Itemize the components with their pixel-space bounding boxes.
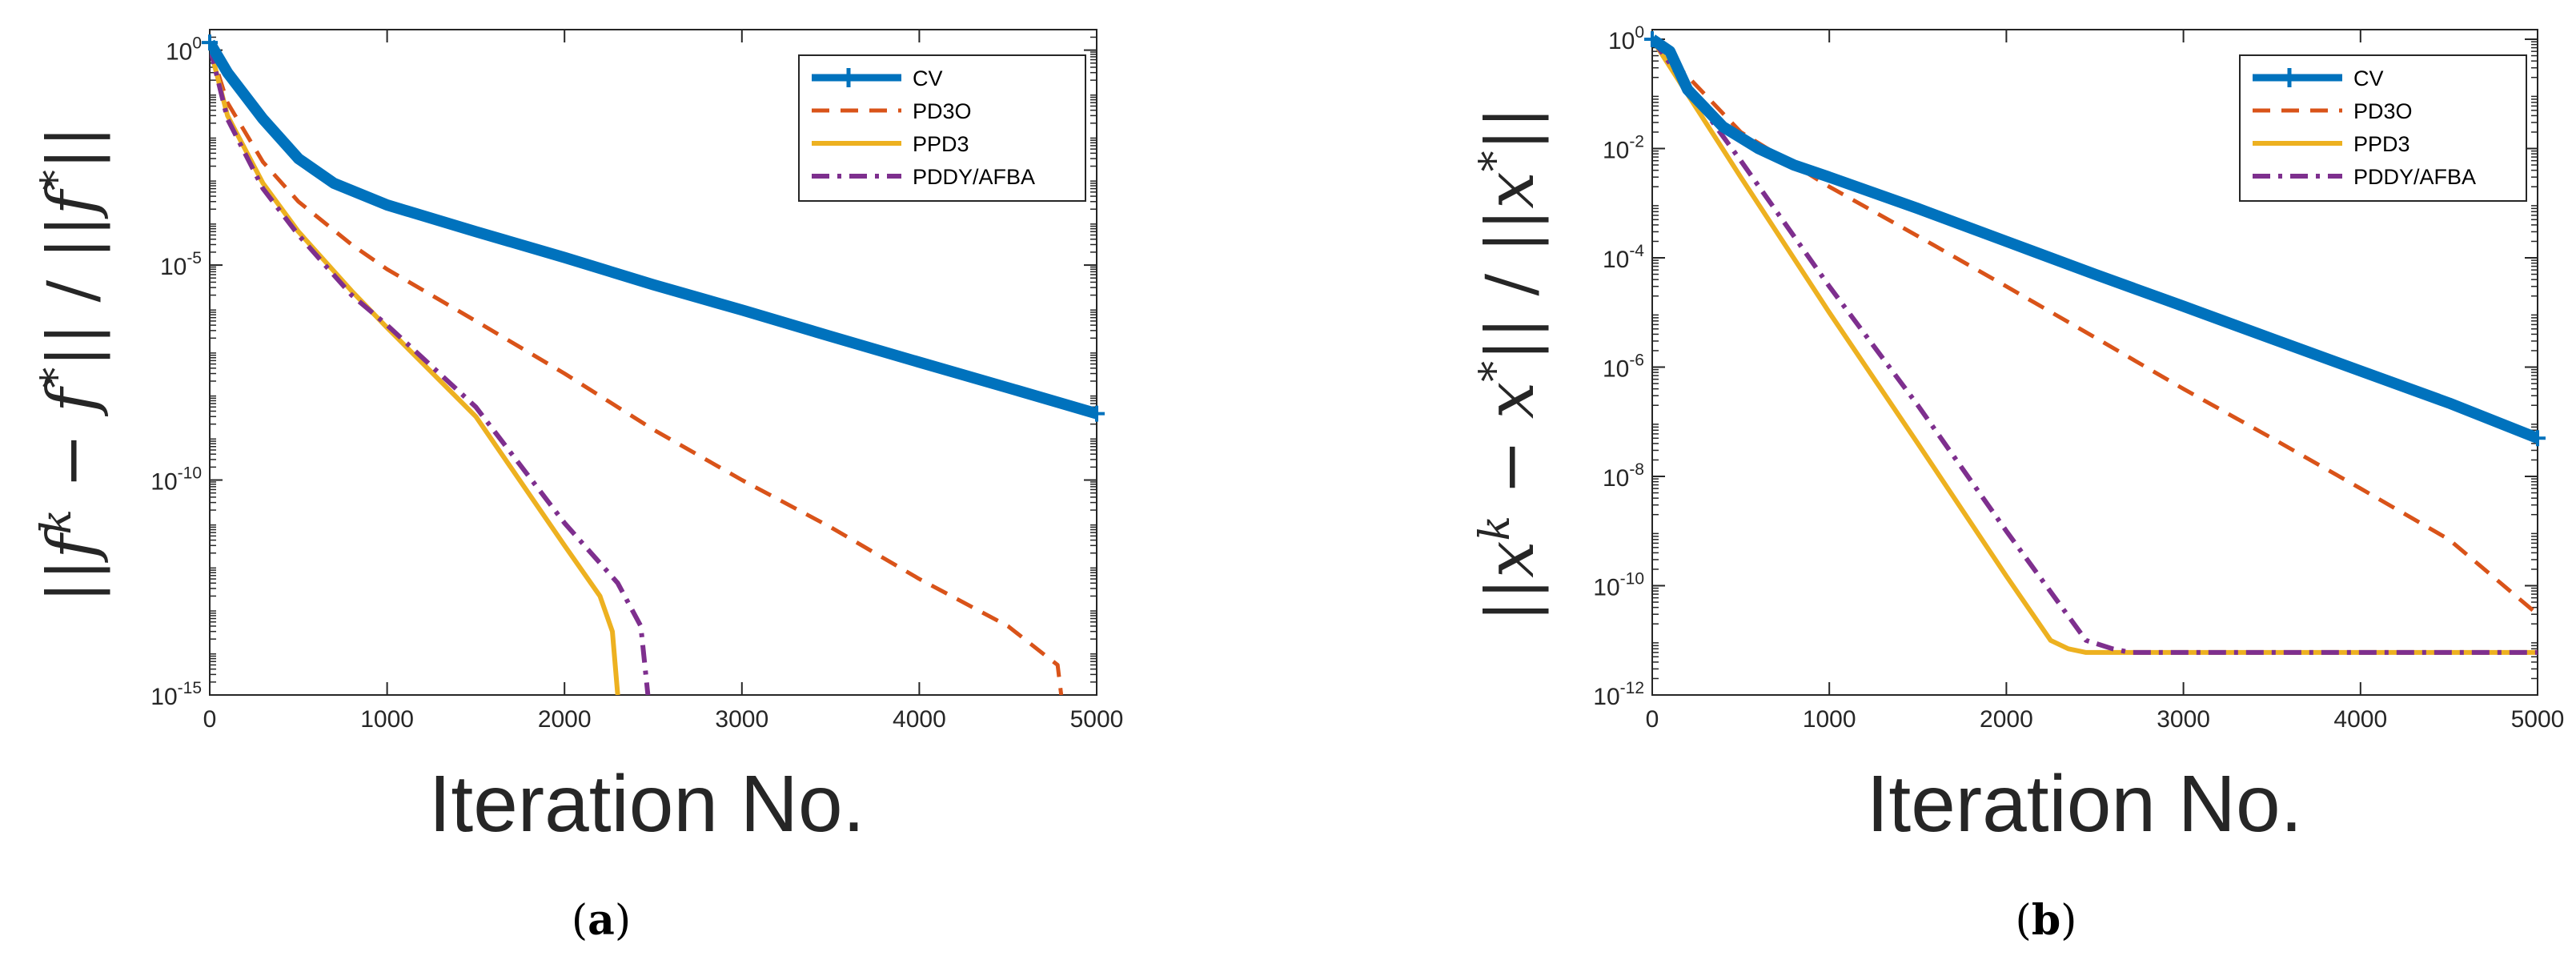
series-line-cv xyxy=(210,39,1097,420)
x-axis-label-b: Iteration No. xyxy=(1867,759,2303,849)
series-line-cv xyxy=(1652,34,2538,444)
x-tick-label: 3000 xyxy=(715,706,768,733)
x-tick-label: 0 xyxy=(203,706,217,733)
legend-label: PPD3 xyxy=(913,132,969,156)
series-marker-cv xyxy=(202,34,218,51)
x-tick-label: 5000 xyxy=(1070,706,1124,733)
y-tick-label: 10-10 xyxy=(150,464,202,496)
x-tick-label: 3000 xyxy=(2157,706,2210,733)
caption-b: (b) xyxy=(2016,896,2077,945)
y-axis-label-a: ||fk − f*|| / ||f*|| xyxy=(33,126,110,603)
series-line-pddy-afba xyxy=(1652,38,2538,655)
legend-label: CV xyxy=(2353,66,2384,90)
x-tick-label: 5000 xyxy=(2511,706,2565,733)
x-tick-label: 1000 xyxy=(1803,706,1856,733)
y-tick-label: 10-8 xyxy=(1603,460,1644,492)
x-tick-label: 4000 xyxy=(893,706,946,733)
x-tick-label: 0 xyxy=(1646,706,1659,733)
legend-b: CV PD3O PPD3 PDDY/AFBA xyxy=(2239,54,2527,202)
legend-label: PPD3 xyxy=(2353,132,2410,156)
x-tick-label: 2000 xyxy=(538,706,592,733)
svg-text:||xk − x*|| / ||x*||: ||xk − x*|| / ||x*|| xyxy=(1471,106,1549,622)
legend-label: PDDY/AFBA xyxy=(2353,165,2476,189)
x-tick-label: 1000 xyxy=(360,706,414,733)
series-marker-cv xyxy=(1089,405,1105,422)
series-line-pddy-afba xyxy=(210,46,651,695)
legend-label: PD3O xyxy=(2353,99,2413,123)
caption-a: (a) xyxy=(572,896,631,945)
y-tick-label: 10-6 xyxy=(1603,351,1644,383)
x-tick-label: 4000 xyxy=(2333,706,2387,733)
panel-b: ||xk − x*|| / ||x*|| 10-12 10-10 10-8 10-6 1… xyxy=(1471,23,2564,945)
legend-label: PDDY/AFBA xyxy=(913,165,1035,189)
svg-text:||fk − f*|| / ||f*||: ||fk − f*|| / ||f*|| xyxy=(33,126,110,603)
x-axis-label-a: Iteration No. xyxy=(429,759,865,849)
series-marker-cv xyxy=(1644,31,1660,48)
legend-a: CV PD3O PPD3 PDDY/AFBA xyxy=(798,54,1086,202)
y-axis-label-b: ||xk − x*|| / ||x*|| xyxy=(1471,106,1549,622)
series-line-pd3o xyxy=(1652,38,2538,617)
y-tick-label: 10-2 xyxy=(1603,133,1644,164)
series-marker-cv xyxy=(2530,430,2546,447)
y-tick-label: 100 xyxy=(166,34,202,66)
y-tick-label: 10-10 xyxy=(1593,570,1644,601)
y-tick-label: 10-12 xyxy=(1593,679,1644,710)
y-tick-label: 10-4 xyxy=(1603,242,1644,273)
x-tick-label: 2000 xyxy=(1980,706,2033,733)
series-line-ppd3 xyxy=(1652,38,2538,655)
series-line-pd3o xyxy=(210,46,1064,695)
y-tick-label: 100 xyxy=(1608,23,1644,54)
y-tick-label: 10-15 xyxy=(150,679,202,710)
y-tick-label: 10-5 xyxy=(160,249,202,280)
legend-label: PD3O xyxy=(913,99,972,123)
legend-label: CV xyxy=(913,66,943,90)
